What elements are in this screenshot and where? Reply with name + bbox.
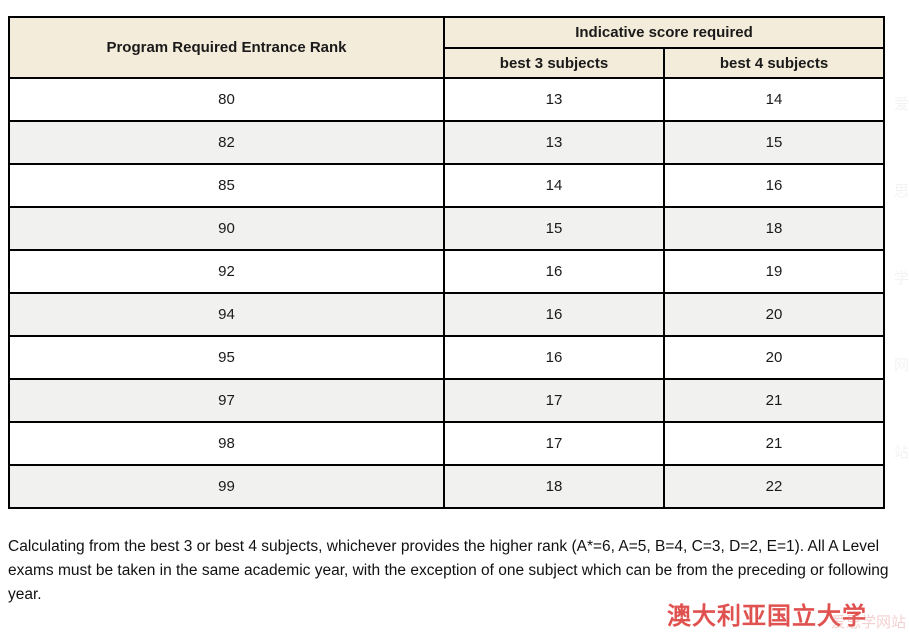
rank-cell: 95 <box>8 335 445 380</box>
table-row: 80 13 14 <box>8 77 886 122</box>
best4-score-cell: 20 <box>662 335 886 380</box>
table-row: 94 16 20 <box>8 292 886 337</box>
best4-column-header: best 4 subjects <box>662 47 886 79</box>
vertical-edge-watermark: 爱思学网站 <box>892 96 909 531</box>
rank-cell: 98 <box>8 421 445 466</box>
best4-score-cell: 15 <box>662 120 886 165</box>
best4-score-cell: 20 <box>662 292 886 337</box>
footnote-text: Calculating from the best 3 or best 4 su… <box>8 538 889 603</box>
best3-score-cell: 16 <box>443 335 665 380</box>
best4-score-cell: 18 <box>662 206 886 251</box>
best3-score-cell: 13 <box>443 77 665 122</box>
best3-score-cell: 17 <box>443 421 665 466</box>
rank-cell: 85 <box>8 163 445 208</box>
rank-cell: 80 <box>8 77 445 122</box>
best3-score-cell: 17 <box>443 378 665 423</box>
best4-score-cell: 19 <box>662 249 886 294</box>
site-watermark-text: 爱思学网站 <box>830 614 906 631</box>
rank-cell: 94 <box>8 292 445 337</box>
best3-score-cell: 14 <box>443 163 665 208</box>
best3-score-cell: 16 <box>443 249 665 294</box>
table-row: 95 16 20 <box>8 335 886 380</box>
score-group-header: Indicative score required <box>442 16 886 49</box>
table-row: 97 17 21 <box>8 378 886 423</box>
best4-score-cell: 21 <box>662 421 886 466</box>
best3-score-cell: 16 <box>443 292 665 337</box>
best4-score-cell: 16 <box>662 163 886 208</box>
rank-cell: 90 <box>8 206 445 251</box>
best4-score-cell: 21 <box>662 378 886 423</box>
entrance-rank-score-table: Program Required Entrance Rank Indicativ… <box>8 16 886 509</box>
best4-score-cell: 14 <box>662 77 886 122</box>
table-row: 85 14 16 <box>8 163 886 208</box>
best3-column-header: best 3 subjects <box>443 47 665 79</box>
best3-score-cell: 13 <box>443 120 665 165</box>
table-row: 82 13 15 <box>8 120 886 165</box>
brand-watermark-text: 澳大利亚国立大学 <box>667 603 867 630</box>
rank-cell: 92 <box>8 249 445 294</box>
rank-cell: 99 <box>8 464 445 509</box>
rank-cell: 97 <box>8 378 445 423</box>
table-header-row-group: Program Required Entrance Rank Indicativ… <box>8 16 886 79</box>
table-row: 98 17 21 <box>8 421 886 466</box>
best3-score-cell: 15 <box>443 206 665 251</box>
best3-score-cell: 18 <box>443 464 665 509</box>
table-row: 92 16 19 <box>8 249 886 294</box>
table-header-row-sub: best 3 subjects best 4 subjects <box>9 47 886 79</box>
rank-column-header: Program Required Entrance Rank <box>8 16 445 79</box>
best4-score-cell: 22 <box>662 464 886 509</box>
table-row: 90 15 18 <box>8 206 886 251</box>
table-row: 99 18 22 <box>8 464 886 509</box>
rank-cell: 82 <box>8 120 445 165</box>
